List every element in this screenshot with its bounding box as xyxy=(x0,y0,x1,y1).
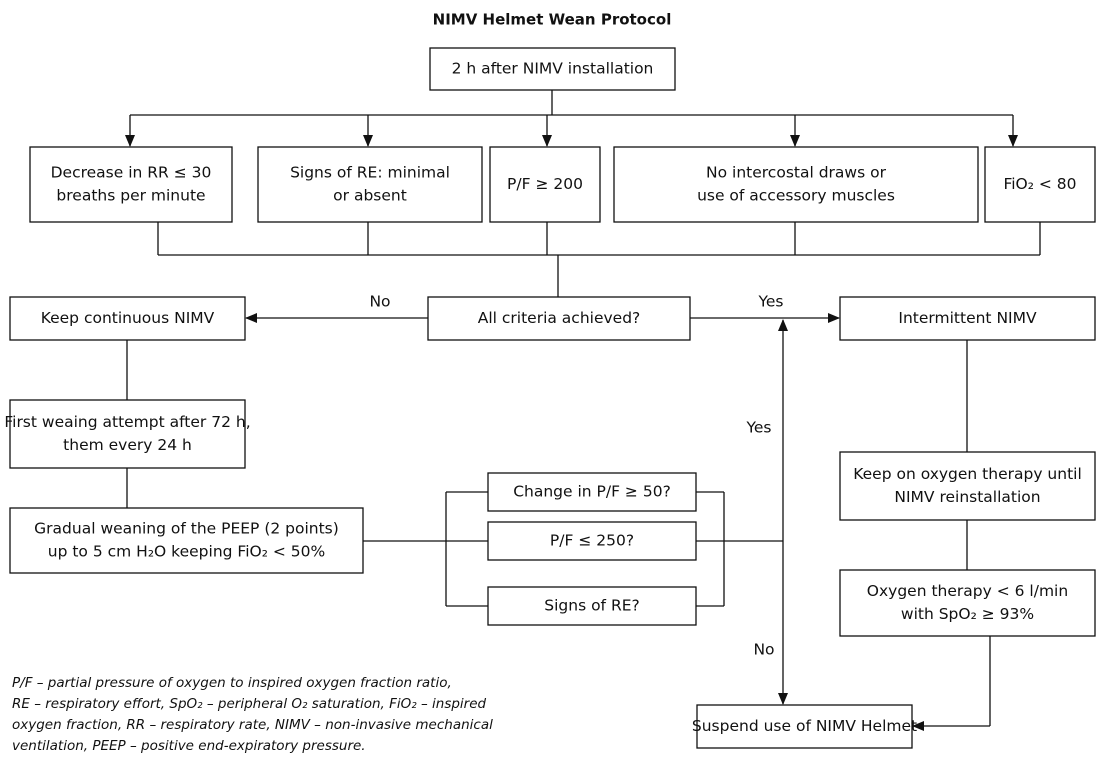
node-label: 2 h after NIMV installation xyxy=(452,60,654,78)
node-label: First weaing attempt after 72 h, xyxy=(4,413,250,431)
title: NIMV Helmet Wean Protocol xyxy=(433,11,672,29)
edge-label: No xyxy=(753,641,774,659)
node-box xyxy=(613,146,979,223)
node-box xyxy=(9,296,246,341)
node-box xyxy=(487,586,697,626)
node-box xyxy=(487,472,697,512)
node-label: Oxygen therapy < 6 l/min xyxy=(867,582,1068,600)
node-label: them every 24 h xyxy=(63,436,192,454)
node-box xyxy=(839,451,1096,521)
edge-label: Yes xyxy=(745,419,771,437)
node-label: All criteria achieved? xyxy=(478,309,641,327)
node-label: Signs of RE: minimal xyxy=(290,164,450,182)
node-box xyxy=(257,146,483,223)
node-label: NIMV reinstallation xyxy=(894,488,1040,506)
footnote-line: oxygen fraction, RR – respiratory rate, … xyxy=(12,717,493,733)
node-box xyxy=(9,507,364,574)
node-label: P/F ≥ 200 xyxy=(507,175,583,193)
node-label: Decrease in RR ≤ 30 xyxy=(51,164,212,182)
node-box xyxy=(839,296,1096,341)
node-label: No intercostal draws or xyxy=(706,164,887,182)
node-box xyxy=(9,399,246,469)
node-box xyxy=(29,146,233,223)
footnote-line: ventilation, PEEP – positive end-expirat… xyxy=(12,738,366,754)
node-label: Suspend use of NIMV Helmet xyxy=(692,717,917,735)
node-label: Gradual weaning of the PEEP (2 points) xyxy=(34,520,339,538)
node-label: P/F ≤ 250? xyxy=(550,532,634,550)
node-label: with SpO₂ ≥ 93% xyxy=(901,605,1034,623)
connectors xyxy=(125,90,1041,731)
footnote-line: RE – respiratory effort, SpO₂ – peripher… xyxy=(12,696,487,712)
node-label: or absent xyxy=(333,187,407,205)
node-label: Keep continuous NIMV xyxy=(41,309,215,327)
footnote-line: P/F – partial pressure of oxygen to insp… xyxy=(12,675,452,691)
node-label: use of accessory muscles xyxy=(697,187,895,205)
node-box xyxy=(429,47,676,91)
edge-label: No xyxy=(369,293,390,311)
node-box xyxy=(489,146,601,223)
node-label: Keep on oxygen therapy until xyxy=(853,465,1082,483)
edge-label: Yes xyxy=(757,293,783,311)
node-box xyxy=(427,296,691,341)
node-box xyxy=(984,146,1096,223)
node-label: up to 5 cm H₂O keeping FiO₂ < 50% xyxy=(48,543,325,561)
node-label: Intermittent NIMV xyxy=(898,309,1037,327)
node-label: Signs of RE? xyxy=(544,597,639,615)
node-label: breaths per minute xyxy=(56,187,205,205)
node-box xyxy=(839,569,1096,637)
node-label: FiO₂ < 80 xyxy=(1003,175,1076,193)
node-box xyxy=(487,521,697,561)
node-box xyxy=(696,704,913,749)
node-label: Change in P/F ≥ 50? xyxy=(513,483,671,501)
